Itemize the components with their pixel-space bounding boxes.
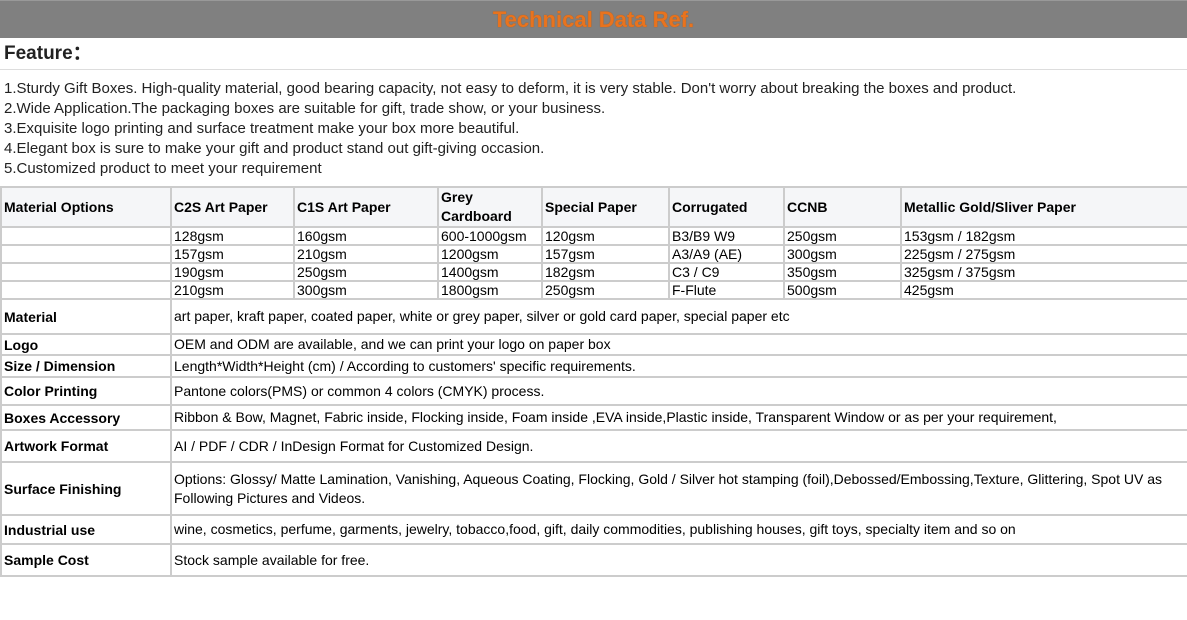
spec-value: Options: Glossy/ Matte Lamination, Vanis…: [170, 461, 1187, 516]
table-cell: [0, 226, 172, 246]
table-cell: C3 / C9: [668, 262, 785, 282]
material-options-header-row: Material Options C2S Art Paper C1S Art Pap…: [0, 186, 1187, 228]
spec-value: OEM and ODM are available, and we can pr…: [170, 333, 1187, 356]
table-cell: B3/B9 W9: [668, 226, 785, 246]
spec-row: Color Printing Pantone colors(PMS) or com…: [0, 376, 1187, 406]
material-options-row: 128gsm 160gsm 600-1000gsm 120gsm B3/B9 W9 250…: [0, 226, 1187, 246]
spec-label: Size / Dimension: [0, 354, 172, 378]
material-options-row: 190gsm 250gsm 1400gsm 182gsm C3 / C9 350gsm 32…: [0, 262, 1187, 282]
spec-label: Logo: [0, 333, 172, 356]
feature-item: 5.Customized product to meet your requir…: [4, 160, 322, 177]
table-cell: A3/A9 (AE): [668, 244, 785, 264]
material-options-row: 210gsm 300gsm 1800gsm 250gsm F-Flute 500gsm 42…: [0, 280, 1187, 300]
feature-item: 3.Exquisite logo printing and surface tr…: [4, 120, 520, 137]
spec-row: Material art paper, kraft paper, coated p…: [0, 298, 1187, 335]
feature-item: 2.Wide Application.The packaging boxes a…: [4, 100, 606, 117]
spec-value: art paper, kraft paper, coated paper, wh…: [170, 298, 1187, 335]
spec-label: Boxes Accessory: [0, 404, 172, 431]
spec-label: Color Printing: [0, 376, 172, 406]
column-header: Material Options: [0, 186, 172, 228]
table-cell: 225gsm / 275gsm: [900, 244, 1187, 264]
table-cell: 210gsm: [293, 244, 439, 264]
spec-label: Surface Finishing: [0, 461, 172, 516]
table-cell: 425gsm: [900, 280, 1187, 300]
table-cell: 160gsm: [293, 226, 439, 246]
table-cell: 153gsm / 182gsm: [900, 226, 1187, 246]
column-header: Metallic Gold/Sliver Paper: [900, 186, 1187, 228]
table-cell: 190gsm: [170, 262, 295, 282]
column-header: Grey Cardboard: [437, 186, 543, 228]
table-cell: 250gsm: [541, 280, 670, 300]
technical-data-table: Material Options C2S Art Paper C1S Art Pap…: [0, 186, 1187, 577]
table-cell: 157gsm: [541, 244, 670, 264]
spec-row: Sample Cost Stock sample available for fr…: [0, 543, 1187, 577]
table-cell: 300gsm: [783, 244, 902, 264]
spec-row: Artwork Format AI / PDF / CDR / InDesign …: [0, 429, 1187, 463]
spec-label: Artwork Format: [0, 429, 172, 463]
feature-list: 1.Sturdy Gift Boxes. High-quality materi…: [0, 70, 1187, 186]
table-cell: 500gsm: [783, 280, 902, 300]
table-cell: 350gsm: [783, 262, 902, 282]
feature-item: 4.Elegant box is sure to make your gift …: [4, 140, 545, 157]
column-header: Special Paper: [541, 186, 670, 228]
material-options-row: 157gsm 210gsm 1200gsm 157gsm A3/A9 (AE) 300gs…: [0, 244, 1187, 264]
table-cell: 128gsm: [170, 226, 295, 246]
spec-row: Logo OEM and ODM are available, and we ca…: [0, 333, 1187, 356]
column-header: C1S Art Paper: [293, 186, 439, 228]
column-header: C2S Art Paper: [170, 186, 295, 228]
table-cell: [0, 262, 172, 282]
spec-value: AI / PDF / CDR / InDesign Format for Cus…: [170, 429, 1187, 463]
spec-value: Pantone colors(PMS) or common 4 colors (…: [170, 376, 1187, 406]
table-cell: F-Flute: [668, 280, 785, 300]
table-cell: 182gsm: [541, 262, 670, 282]
spec-row: Size / Dimension Length*Width*Height (cm)…: [0, 354, 1187, 378]
spec-label: Industrial use: [0, 514, 172, 545]
spec-value: Ribbon & Bow, Magnet, Fabric inside, Flo…: [170, 404, 1187, 431]
spec-row: Boxes Accessory Ribbon & Bow, Magnet, Fab…: [0, 404, 1187, 431]
table-cell: 250gsm: [293, 262, 439, 282]
spec-label: Sample Cost: [0, 543, 172, 577]
table-cell: [0, 280, 172, 300]
table-cell: 600-1000gsm: [437, 226, 543, 246]
spec-label: Material: [0, 298, 172, 335]
title-bar: Technical Data Ref.: [0, 0, 1187, 38]
table-cell: 1200gsm: [437, 244, 543, 264]
feature-heading: Feature：: [0, 38, 1187, 70]
table-cell: 120gsm: [541, 226, 670, 246]
spec-row: Industrial use wine, cosmetics, perfume, …: [0, 514, 1187, 545]
column-header: Corrugated: [668, 186, 785, 228]
spec-value: wine, cosmetics, perfume, garments, jewe…: [170, 514, 1187, 545]
table-cell: 1400gsm: [437, 262, 543, 282]
table-cell: 157gsm: [170, 244, 295, 264]
page-title: Technical Data Ref.: [492, 7, 695, 32]
column-header: CCNB: [783, 186, 902, 228]
spec-value: Length*Width*Height (cm) / According to …: [170, 354, 1187, 378]
table-cell: 250gsm: [783, 226, 902, 246]
table-cell: 210gsm: [170, 280, 295, 300]
table-cell: 1800gsm: [437, 280, 543, 300]
feature-item: 1.Sturdy Gift Boxes. High-quality materi…: [4, 80, 1017, 97]
spec-row: Surface Finishing Options: Glossy/ Matte …: [0, 461, 1187, 516]
table-cell: [0, 244, 172, 264]
table-cell: 300gsm: [293, 280, 439, 300]
table-cell: 325gsm / 375gsm: [900, 262, 1187, 282]
spec-value: Stock sample available for free.: [170, 543, 1187, 577]
